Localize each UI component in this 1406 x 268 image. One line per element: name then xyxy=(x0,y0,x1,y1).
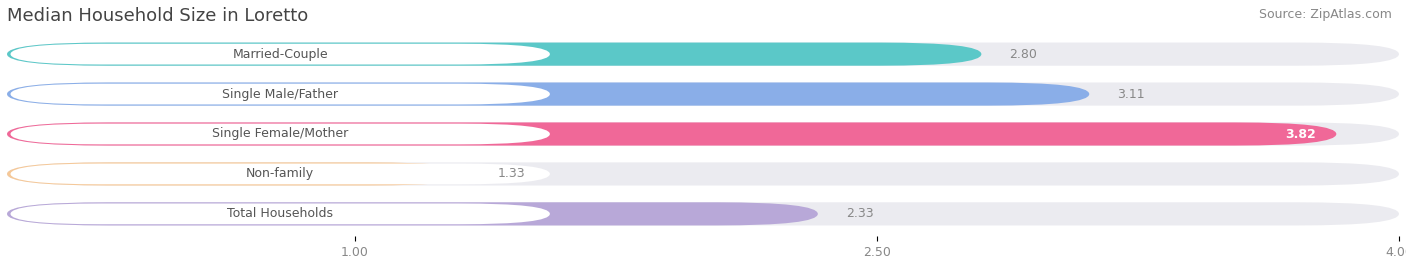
FancyBboxPatch shape xyxy=(10,124,550,144)
FancyBboxPatch shape xyxy=(10,44,550,65)
FancyBboxPatch shape xyxy=(7,162,470,185)
FancyBboxPatch shape xyxy=(7,83,1399,106)
FancyBboxPatch shape xyxy=(10,84,550,105)
FancyBboxPatch shape xyxy=(7,162,1399,185)
FancyBboxPatch shape xyxy=(10,203,550,224)
FancyBboxPatch shape xyxy=(7,43,1399,66)
FancyBboxPatch shape xyxy=(7,122,1336,146)
FancyBboxPatch shape xyxy=(10,163,550,184)
FancyBboxPatch shape xyxy=(7,43,981,66)
Text: 3.82: 3.82 xyxy=(1285,128,1316,140)
Text: Non-family: Non-family xyxy=(246,168,315,180)
Text: 3.11: 3.11 xyxy=(1118,88,1144,100)
FancyBboxPatch shape xyxy=(7,122,1399,146)
FancyBboxPatch shape xyxy=(7,202,1399,225)
Text: 2.80: 2.80 xyxy=(1010,48,1038,61)
Text: Source: ZipAtlas.com: Source: ZipAtlas.com xyxy=(1258,8,1392,21)
Text: Single Female/Mother: Single Female/Mother xyxy=(212,128,349,140)
Text: 2.33: 2.33 xyxy=(845,207,873,220)
FancyBboxPatch shape xyxy=(7,83,1090,106)
Text: Married-Couple: Married-Couple xyxy=(232,48,328,61)
Text: Total Households: Total Households xyxy=(228,207,333,220)
Text: Single Male/Father: Single Male/Father xyxy=(222,88,339,100)
Text: Median Household Size in Loretto: Median Household Size in Loretto xyxy=(7,7,308,25)
Text: 1.33: 1.33 xyxy=(498,168,526,180)
FancyBboxPatch shape xyxy=(7,202,818,225)
